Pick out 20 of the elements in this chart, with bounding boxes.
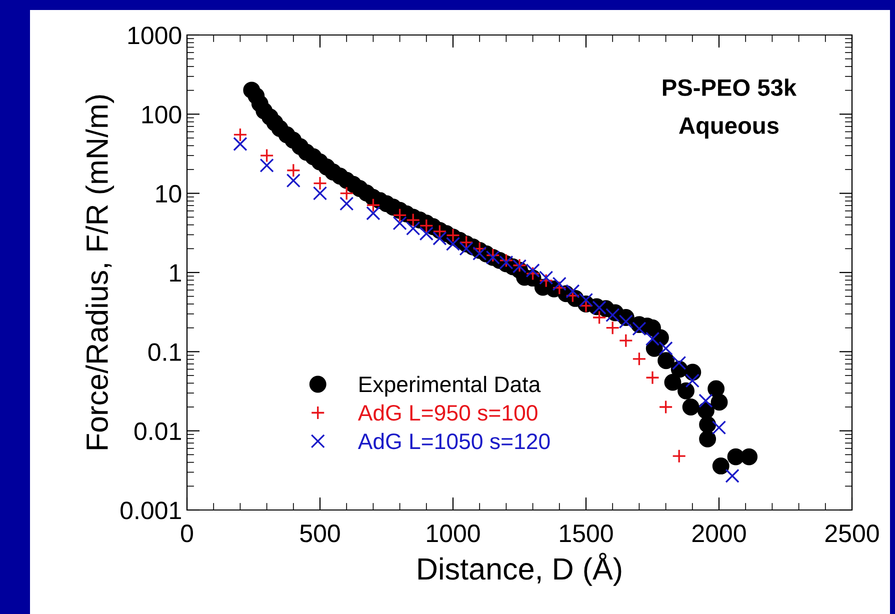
y-tick-label: 0.01	[134, 422, 181, 440]
y-tick-label: 1	[170, 264, 181, 282]
y-tick-label: 100	[142, 106, 182, 124]
x-tick-label: 2500	[825, 524, 879, 542]
y-tick-label: 10	[156, 184, 182, 203]
y-tick-label: 0.1	[148, 343, 181, 361]
legend-label: AdG L=950 s=100	[358, 404, 538, 421]
annotation: Aqueous	[679, 117, 779, 139]
x-tick-label: 2000	[692, 524, 746, 542]
x-tick-label: 0	[181, 524, 193, 542]
legend-label: AdG L=1050 s=120	[358, 432, 550, 450]
x-tick-label: 1000	[427, 524, 480, 542]
legend-label: Experimental Data	[360, 376, 541, 397]
x-axis-title: Distance, D (Å)	[418, 552, 622, 586]
y-tick-label: 0.001	[120, 502, 181, 520]
y-axis-title: Force/Radius, F/R (mN/m)	[86, 95, 114, 450]
x-tick-label: 1500	[560, 524, 613, 542]
x-tick-label: 500	[300, 524, 340, 542]
annotation: PS-PEO 53k	[662, 78, 797, 96]
y-tick-label: 1000	[128, 26, 182, 44]
